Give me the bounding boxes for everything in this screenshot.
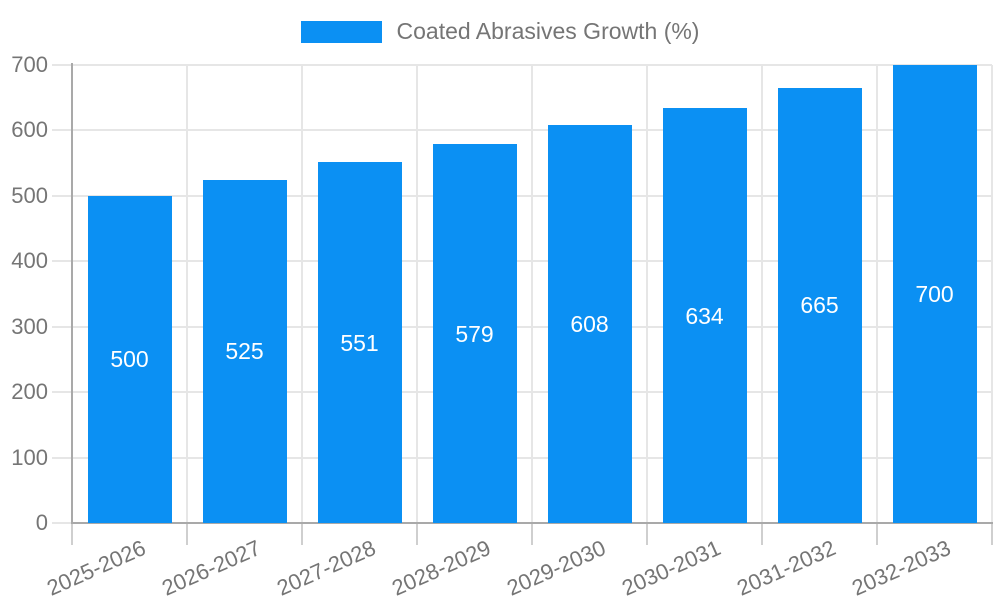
bar[interactable]: [777, 87, 862, 523]
bar-value-label: 500: [110, 346, 149, 373]
legend-swatch-icon: [300, 20, 382, 43]
x-axis-category-label: 2025-2026: [43, 535, 150, 600]
x-axis-line: [71, 522, 993, 524]
y-gridline: [52, 260, 992, 263]
y-axis-tick-label: 700: [11, 52, 48, 77]
y-gridline: [52, 194, 992, 197]
bar-value-label: 525: [225, 338, 264, 365]
y-axis-tick-label: 500: [11, 182, 48, 208]
x-axis-category-label: 2026-2027: [158, 535, 265, 600]
bar-value-label: 579: [455, 320, 494, 347]
y-gridline: [52, 64, 992, 66]
x-axis-category-label: 2027-2028: [273, 535, 380, 600]
x-axis-tick: [416, 524, 418, 545]
x-gridline: [186, 65, 188, 523]
x-gridline: [876, 65, 878, 523]
bar[interactable]: [892, 65, 977, 523]
bar-value-label: 608: [570, 311, 609, 338]
y-axis-tick-label: 0: [35, 510, 48, 535]
y-axis-tick-label: 300: [11, 313, 48, 339]
bar[interactable]: [547, 125, 632, 523]
x-axis-tick: [991, 524, 993, 545]
y-axis-tick-label: 400: [11, 248, 48, 274]
x-axis-tick: [71, 524, 73, 545]
bar[interactable]: [317, 162, 402, 523]
legend-label: Coated Abrasives Growth (%): [396, 18, 700, 44]
bar-value-label: 551: [340, 329, 379, 356]
y-axis-tick-label: 600: [11, 117, 48, 143]
bar-value-label: 665: [800, 292, 839, 319]
x-axis-tick: [301, 524, 303, 545]
y-axis-line: [71, 63, 73, 523]
x-axis-category-label: 2028-2029: [388, 535, 495, 600]
y-gridline: [52, 456, 992, 459]
bar-value-label: 700: [915, 281, 954, 307]
bar[interactable]: [202, 179, 287, 523]
y-gridline: [52, 325, 992, 328]
x-axis-tick: [531, 524, 533, 545]
bar[interactable]: [662, 108, 747, 523]
bar[interactable]: [87, 195, 172, 523]
x-gridline: [761, 65, 763, 523]
x-axis-tick: [646, 524, 648, 545]
x-gridline: [416, 65, 418, 523]
y-axis-tick-label: 100: [11, 444, 48, 470]
x-axis-category-label: 2030-2031: [618, 535, 725, 600]
y-gridline: [52, 129, 992, 132]
x-axis-category-label: 2032-2033: [848, 535, 955, 600]
bar-value-label: 634: [685, 302, 724, 329]
x-gridline: [301, 65, 303, 523]
x-gridline: [646, 65, 648, 523]
x-gridline: [991, 65, 993, 523]
x-axis-category-label: 2029-2030: [503, 535, 610, 600]
x-axis-tick: [761, 524, 763, 545]
x-axis-tick: [186, 524, 188, 545]
y-gridline: [52, 391, 992, 394]
x-axis-tick: [876, 524, 878, 545]
x-gridline: [531, 65, 533, 523]
bar[interactable]: [432, 144, 517, 523]
x-axis-category-label: 2031-2032: [733, 535, 840, 600]
y-axis-tick-label: 200: [11, 379, 48, 405]
legend-item[interactable]: Coated Abrasives Growth (%): [0, 18, 1000, 45]
